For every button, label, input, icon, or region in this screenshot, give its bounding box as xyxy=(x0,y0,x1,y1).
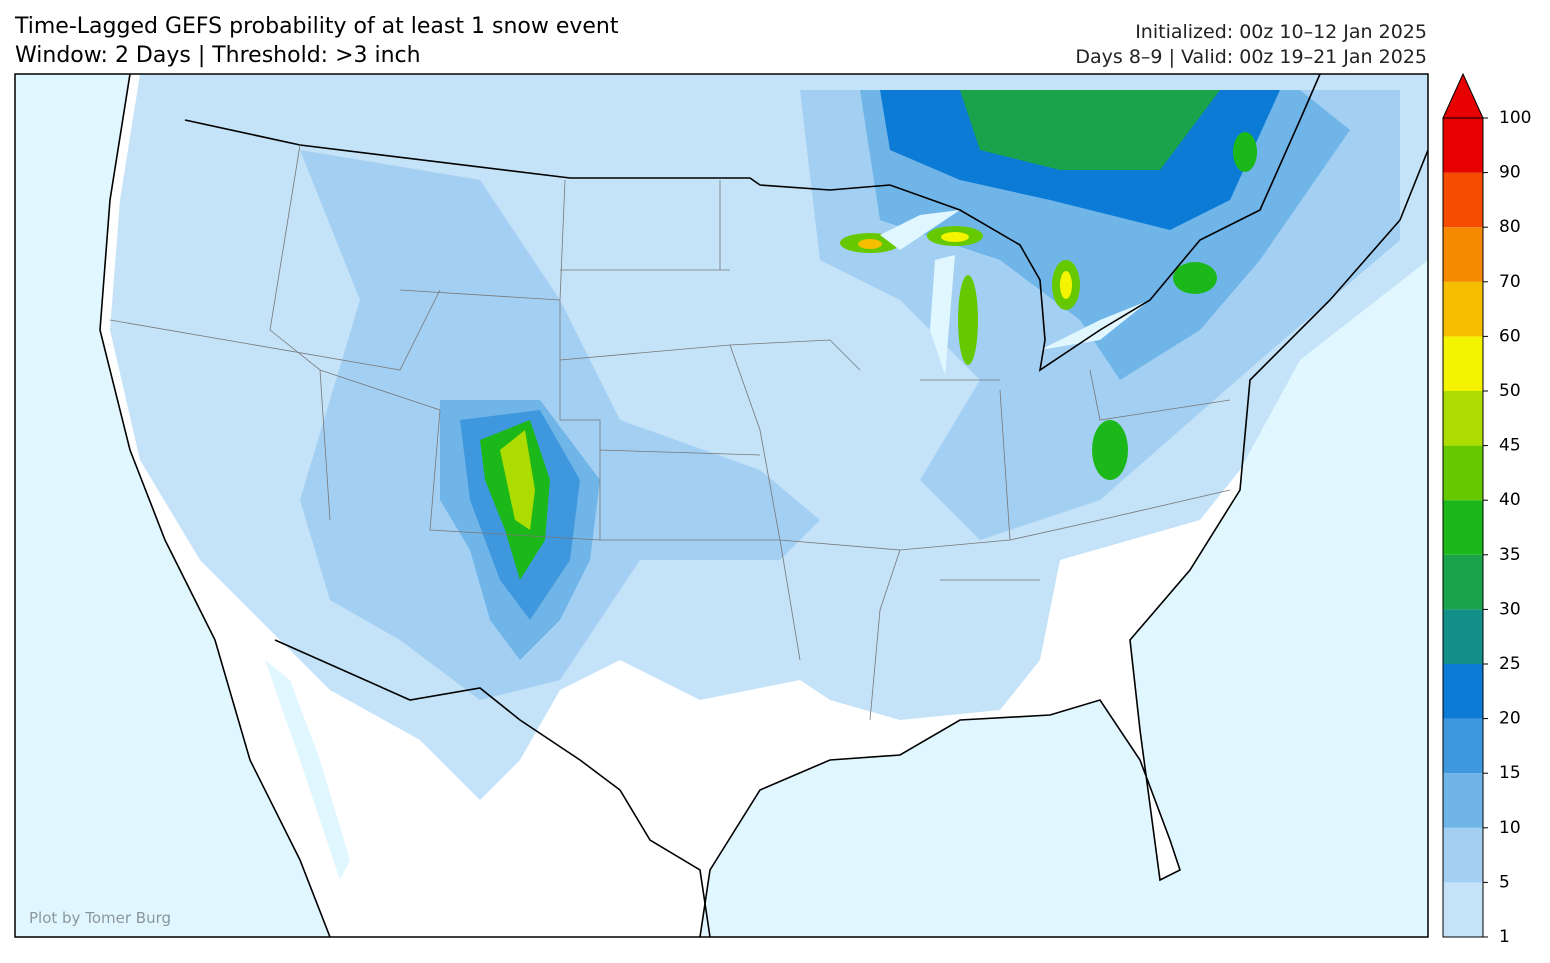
colorbar-extension xyxy=(1442,72,1484,119)
colorbar-tick-label: 100 xyxy=(1499,108,1531,128)
probability-area xyxy=(858,239,882,249)
colorbar-segment xyxy=(1443,391,1483,446)
colorbar-tick-label: 20 xyxy=(1499,709,1521,729)
coastline xyxy=(99,74,1428,937)
colorbar-segment xyxy=(1443,445,1483,501)
probability-area xyxy=(300,150,820,700)
probability-area xyxy=(960,90,1220,170)
colorbar-tick-label: 1 xyxy=(1499,927,1510,947)
valid-time: Days 8–9 | Valid: 00z 19–21 Jan 2025 xyxy=(1075,46,1427,68)
colorbar-tick-label: 80 xyxy=(1499,217,1521,237)
probability-area xyxy=(1233,132,1257,172)
colorbar-tick-label: 70 xyxy=(1499,272,1521,292)
colorbar-segment xyxy=(1443,554,1483,610)
colorbar-segment xyxy=(1443,609,1483,664)
colorbar-segment xyxy=(1443,827,1483,883)
probability-area xyxy=(1060,271,1072,299)
probability-area xyxy=(1092,420,1128,480)
gulf-of-california xyxy=(265,660,350,880)
colorbar-tick-label: 60 xyxy=(1499,326,1521,346)
colorbar-tick-label: 35 xyxy=(1499,545,1521,565)
lake xyxy=(1040,300,1150,350)
colorbar-segment xyxy=(1443,172,1483,228)
border xyxy=(274,639,711,937)
colorbar-tick-label: 15 xyxy=(1499,763,1521,783)
border xyxy=(184,74,1321,372)
map-frame xyxy=(14,73,1429,938)
colorbar-segment xyxy=(1443,882,1483,937)
probability-area xyxy=(1173,262,1217,294)
colorbar-tick-label: 40 xyxy=(1499,490,1521,510)
state-line xyxy=(109,144,1231,721)
probability-area xyxy=(500,430,535,530)
probability-area xyxy=(958,275,978,365)
colorbar-segment xyxy=(1443,281,1483,337)
colorbar-segment xyxy=(1443,336,1483,391)
lake xyxy=(880,210,960,250)
colorbar-segment xyxy=(1443,118,1483,173)
title: Time-Lagged GEFS probability of at least… xyxy=(14,14,619,39)
colorbar-tick-label: 10 xyxy=(1499,818,1521,838)
credit: Plot by Tomer Burg xyxy=(29,909,171,927)
colorbar-segment xyxy=(1443,718,1483,774)
colorbar-tick-label: 30 xyxy=(1499,599,1521,619)
subtitle: Window: 2 Days | Threshold: >3 inch xyxy=(15,43,421,68)
init-time: Initialized: 00z 10–12 Jan 2025 xyxy=(1135,21,1427,43)
colorbar-segment xyxy=(1443,227,1483,282)
colorbar-segment xyxy=(1443,664,1483,719)
map: Plot by Tomer Burg xyxy=(15,74,1428,937)
colorbar-tick-label: 90 xyxy=(1499,163,1521,183)
lake xyxy=(930,255,955,375)
colorbar-tick-label: 25 xyxy=(1499,654,1521,674)
colorbar-tick-label: 50 xyxy=(1499,381,1521,401)
colorbar-frame xyxy=(1442,117,1484,938)
probability-area xyxy=(941,232,969,242)
colorbar-tick-label: 45 xyxy=(1499,436,1521,456)
colorbar-segment xyxy=(1443,500,1483,555)
colorbar-segment xyxy=(1443,773,1483,828)
colorbar-tick-label: 5 xyxy=(1499,872,1510,892)
